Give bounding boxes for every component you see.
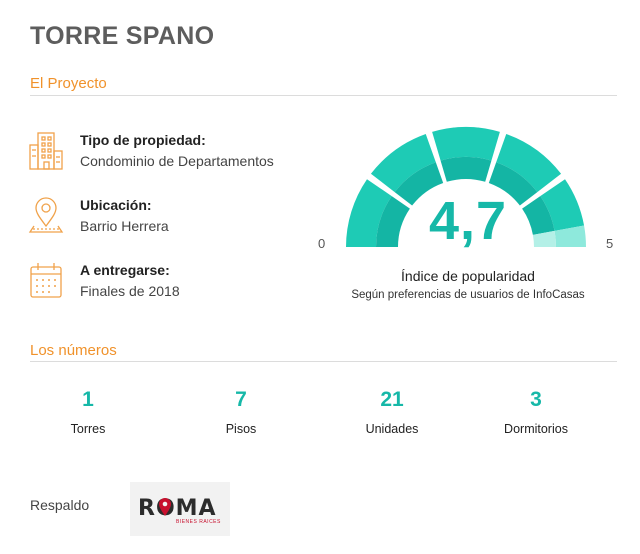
gauge-segment-inner-5-empty [532, 230, 556, 247]
divider [30, 95, 617, 96]
popularity-gauge [346, 127, 586, 247]
stat-caption: Torres [70, 422, 106, 436]
stat-units: 21 Unidades [317, 388, 467, 436]
gauge-segment-inner-5 [522, 196, 555, 235]
gauge-segment-4 [496, 133, 562, 193]
info-value: Condominio de Departamentos [80, 153, 274, 169]
info-value: Barrio Herrera [80, 218, 169, 234]
popularity-score: 4,7 [428, 191, 508, 251]
gauge-segment-5-empty [554, 225, 586, 247]
building-icon [29, 132, 63, 170]
gauge-segment-5 [540, 179, 585, 231]
stat-caption: Pisos [225, 422, 257, 436]
info-label: Ubicación: [80, 197, 152, 213]
section-title-numbers: Los números [30, 342, 117, 359]
stat-value: 21 [380, 388, 404, 411]
stat-value: 3 [530, 388, 542, 411]
gauge-segment-inner-2 [394, 162, 444, 206]
stat-caption: Unidades [365, 422, 419, 436]
stat-caption: Dormitorios [504, 422, 568, 436]
gauge-min-label: 0 [318, 236, 326, 251]
gauge-segment-inner-3 [440, 157, 492, 182]
section-title-project: El Proyecto [30, 75, 107, 92]
stat-towers: 1 Torres [13, 388, 163, 436]
logo-pin-icon [159, 498, 171, 516]
gauge-title: Índice de popularidad [401, 268, 535, 284]
info-label: Tipo de propiedad: [80, 132, 206, 148]
backing-label: Respaldo [30, 497, 90, 513]
logo-wordmark: ROMA [138, 496, 217, 521]
stat-value: 1 [82, 388, 94, 411]
gauge-segment-3 [432, 127, 500, 161]
gauge-segment-2 [370, 133, 436, 193]
info-item-location: Ubicación: Barrio Herrera [28, 196, 288, 246]
info-value: Finales de 2018 [80, 283, 180, 299]
divider [30, 361, 617, 362]
location-pin-icon [28, 197, 64, 233]
stat-bedrooms: 3 Dormitorios [461, 388, 611, 436]
stat-floors: 7 Pisos [166, 388, 316, 436]
page-title: TORRE SPANO [30, 22, 215, 50]
stat-value: 7 [235, 388, 247, 411]
gauge-max-label: 5 [606, 236, 614, 251]
gauge-segment-inner-4 [488, 162, 538, 206]
gauge-subtitle: Según preferencias de usuarios de InfoCa… [351, 289, 585, 301]
gauge-segment-inner-1 [376, 196, 410, 247]
info-item-delivery: A entregarse: Finales de 2018 [28, 261, 288, 311]
logo-subtext: BIENES RAICES [176, 519, 221, 525]
info-label: A entregarse: [80, 262, 170, 278]
info-item-property-type: Tipo de propiedad: Condominio de Departa… [28, 131, 288, 181]
calendar-icon [30, 263, 62, 298]
gauge-segment-1 [346, 179, 392, 247]
developer-logo[interactable]: ROMA BIENES RAICES [130, 482, 230, 536]
